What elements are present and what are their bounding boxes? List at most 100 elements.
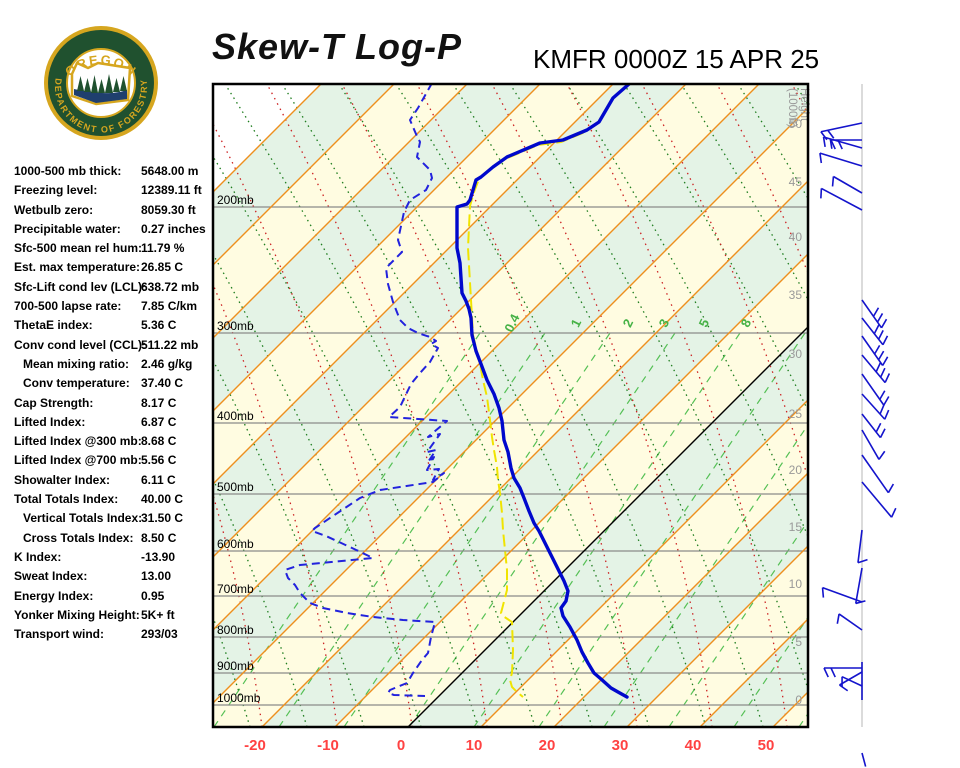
height-label: 20 bbox=[789, 463, 803, 477]
height-label: 25 bbox=[789, 407, 803, 421]
wind-barb bbox=[857, 529, 868, 564]
mixing-ratio-line bbox=[668, 520, 808, 727]
pressure-label: 700mb bbox=[217, 582, 254, 596]
index-value: 8.68 C bbox=[141, 434, 177, 449]
index-value: 293/03 bbox=[141, 627, 178, 642]
mixing-ratio-line bbox=[798, 712, 808, 727]
index-value: 6.87 C bbox=[141, 414, 177, 429]
index-label: Total Totals Index: bbox=[14, 492, 119, 507]
index-value: 6.11 C bbox=[141, 472, 176, 487]
index-label: Energy Index: bbox=[14, 588, 94, 603]
index-label: Sweat Index: bbox=[14, 569, 88, 584]
index-value: 11.79 % bbox=[141, 241, 185, 256]
index-row: Sfc-Lift cond lev (LCL): 638.72 mb bbox=[14, 280, 214, 299]
mixing-ratio-line bbox=[343, 332, 611, 727]
isotherm-line bbox=[213, 84, 468, 339]
index-label: K Index: bbox=[14, 549, 62, 564]
wind-barb bbox=[819, 152, 863, 167]
temp-axis-label: 0 bbox=[397, 737, 405, 754]
pressure-label: 200mb bbox=[217, 193, 254, 207]
temp-axis-label: 20 bbox=[539, 737, 556, 754]
adiabat-red bbox=[566, 84, 788, 727]
isotherm-stripe bbox=[213, 108, 808, 727]
adiabat-red bbox=[341, 84, 563, 727]
index-row: Lifted Index: 6.87 C bbox=[14, 415, 214, 434]
index-label: Yonker Mixing Height: bbox=[14, 607, 140, 622]
index-row: Cap Strength: 8.17 C bbox=[14, 396, 214, 415]
index-label: Mean mixing ratio: bbox=[23, 356, 130, 371]
index-value: 5K+ ft bbox=[141, 607, 175, 622]
index-label: Lifted Index: bbox=[14, 414, 86, 429]
isotherm-line bbox=[213, 84, 614, 485]
odf-logo: OREGON DEPARTMENT OF FORESTRY bbox=[44, 26, 158, 140]
mixing-ratio-line bbox=[473, 332, 741, 727]
index-row: Sweat Index: 13.00 bbox=[14, 569, 214, 588]
temp-axis-label: 40 bbox=[685, 737, 702, 754]
index-value: 12389.11 ft bbox=[141, 183, 202, 198]
height-label: 45 bbox=[789, 175, 803, 189]
wind-barb bbox=[861, 354, 891, 384]
page-title: Skew-T Log-P bbox=[212, 26, 463, 67]
index-row: Wetbulb zero: 8059.30 ft bbox=[14, 203, 214, 222]
temp-axis-label: 30 bbox=[612, 737, 629, 754]
index-row: Est. max temperature: 26.85 C bbox=[14, 260, 214, 279]
height-label: 15 bbox=[789, 520, 803, 534]
pressure-label: 600mb bbox=[217, 537, 254, 551]
wind-barb bbox=[841, 675, 863, 687]
index-label: Freezing level: bbox=[14, 183, 98, 198]
index-label: Cross Totals Index: bbox=[23, 530, 134, 545]
pressure-label: 900mb bbox=[217, 659, 254, 673]
height-label: 30 bbox=[789, 347, 803, 361]
wind-barbs bbox=[819, 122, 897, 767]
wind-barb bbox=[861, 413, 886, 439]
index-label: Lifted Index @700 mb: bbox=[14, 453, 142, 468]
index-value: 0.27 inches bbox=[141, 221, 206, 236]
index-row: Vertical Totals Index: 31.50 C bbox=[14, 511, 214, 530]
index-row: Total Totals Index: 40.00 C bbox=[14, 492, 214, 511]
index-value: 2.46 g/kg bbox=[141, 356, 193, 371]
wind-barb bbox=[861, 335, 889, 366]
plot-frame bbox=[211, 82, 810, 729]
index-value: 31.50 C bbox=[141, 511, 184, 526]
mixing-ratio-line bbox=[864, 333, 960, 727]
isotherm-line bbox=[213, 107, 808, 704]
isotherm-line bbox=[334, 253, 808, 727]
index-label: 1000-500 mb thick: bbox=[14, 164, 122, 178]
index-value: -13.90 bbox=[141, 549, 176, 564]
index-value: 7.85 C/km bbox=[141, 299, 198, 314]
index-value: 511.22 mb bbox=[141, 337, 199, 352]
index-value: 40.00 C bbox=[141, 492, 184, 507]
temp-axis-label: 10 bbox=[466, 737, 483, 754]
isotherm-stripe bbox=[213, 84, 808, 703]
index-row: Mean mixing ratio: 2.46 g/kg bbox=[14, 357, 214, 376]
index-label: Sfc-Lift cond lev (LCL): bbox=[14, 279, 146, 294]
wind-barb bbox=[820, 187, 863, 211]
index-value: 8.50 C bbox=[141, 530, 177, 545]
index-row: Showalter Index: 6.11 C bbox=[14, 473, 214, 492]
index-label: Cap Strength: bbox=[14, 395, 94, 410]
index-value: 37.40 C bbox=[141, 376, 184, 391]
pressure-label: 800mb bbox=[217, 623, 254, 637]
wind-barb bbox=[831, 175, 863, 194]
index-row: Conv temperature: 37.40 C bbox=[14, 376, 214, 395]
index-label: Vertical Totals Index: bbox=[23, 511, 143, 526]
index-value: 5648.00 m bbox=[141, 164, 199, 178]
temp-axis-label: -10 bbox=[317, 737, 339, 754]
index-row: Cross Totals Index: 8.50 C bbox=[14, 531, 214, 550]
index-value: 638.72 mb bbox=[141, 279, 200, 294]
isotherm-line bbox=[261, 180, 808, 727]
adiabat-red bbox=[491, 84, 713, 727]
isotherm-line bbox=[846, 84, 960, 727]
temp-axis-label: 50 bbox=[758, 737, 775, 754]
index-label: Conv temperature: bbox=[23, 376, 130, 391]
wind-barb bbox=[861, 317, 889, 346]
pressure-label: 400mb bbox=[217, 409, 254, 423]
station-datetime: KMFR 0000Z 15 APR 25 bbox=[533, 44, 820, 74]
temperature-trace bbox=[455, 84, 631, 699]
adiabat-red bbox=[213, 122, 413, 727]
mixing-ratio-line bbox=[733, 616, 808, 727]
mixing-ratio-label: 0.4 bbox=[501, 311, 523, 335]
adiabat-red bbox=[266, 84, 488, 727]
adiabat-red bbox=[791, 84, 808, 116]
